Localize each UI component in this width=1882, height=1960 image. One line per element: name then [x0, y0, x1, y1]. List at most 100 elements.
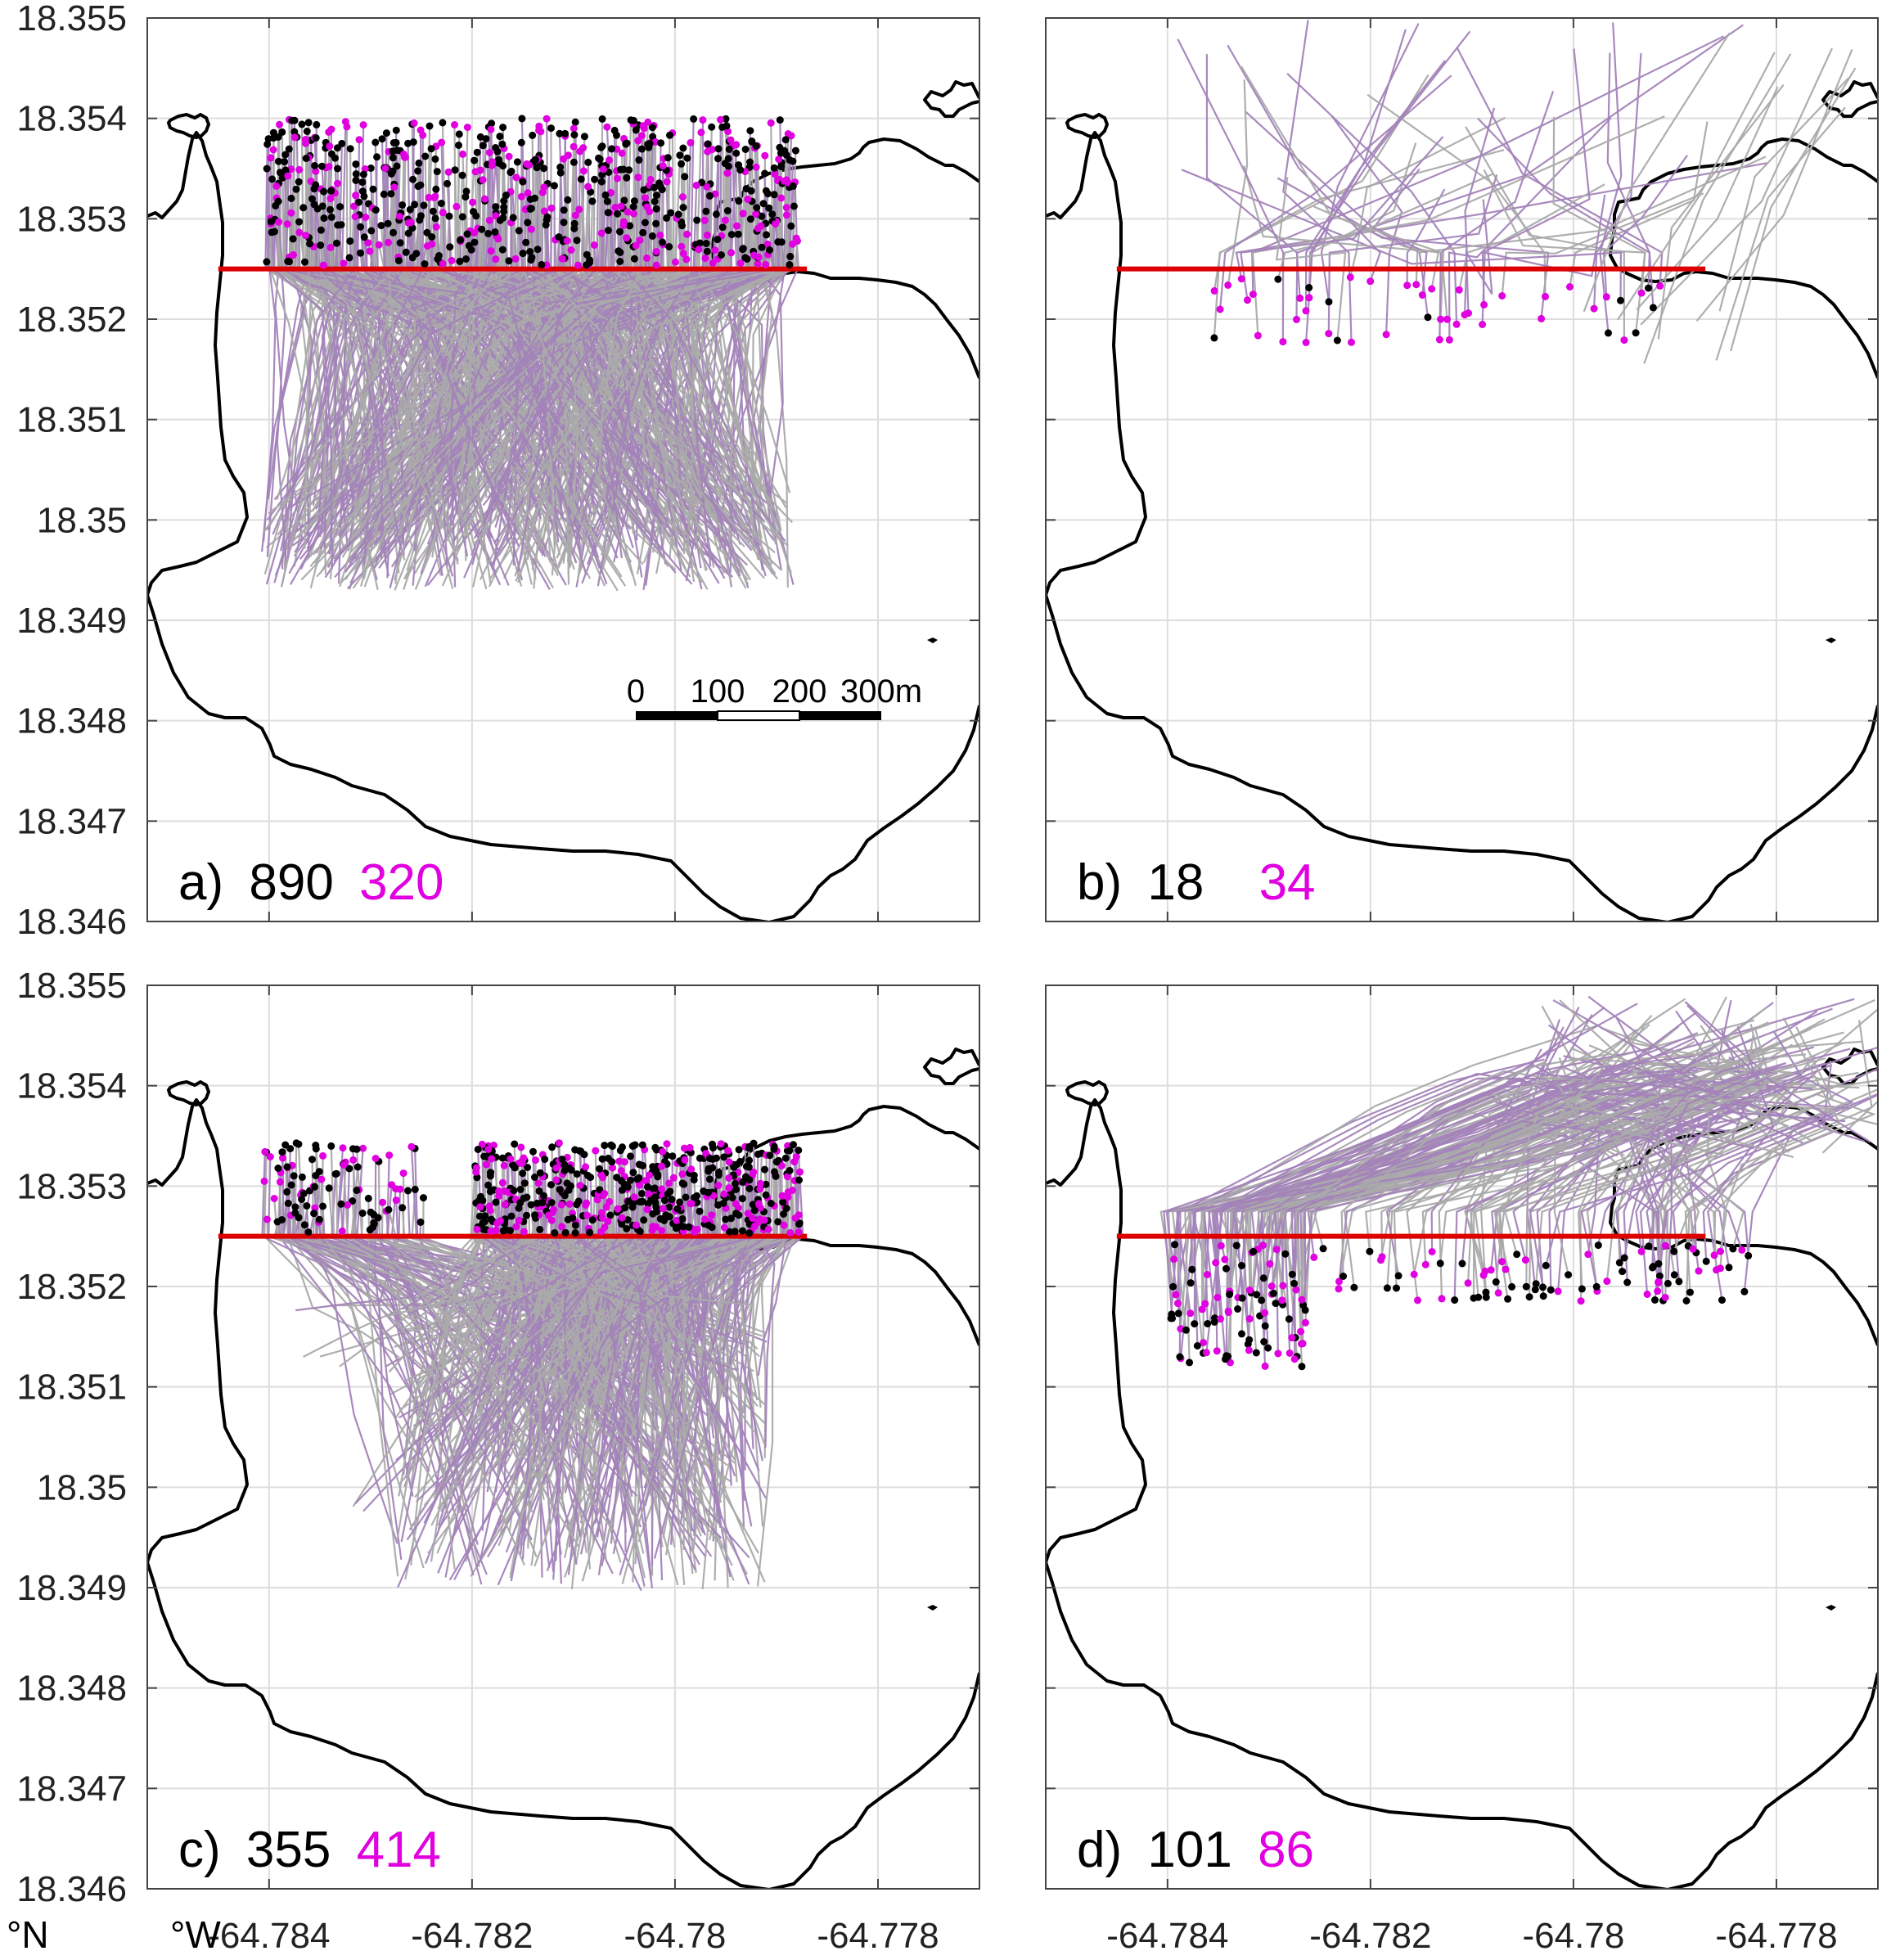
endpoint-dot [679, 1223, 687, 1231]
endpoint-dot [657, 139, 665, 147]
endpoint-dot [486, 1187, 494, 1196]
endpoint-dot [499, 124, 507, 132]
endpoint-dot [480, 1152, 489, 1160]
endpoint-dot [1210, 334, 1218, 342]
endpoint-dot [1498, 1258, 1506, 1266]
endpoint-dot [749, 1201, 757, 1209]
endpoint-dot [558, 1223, 566, 1231]
y-tick-label-5: 18.351 [16, 400, 127, 440]
endpoint-dot [565, 151, 572, 160]
endpoint-dot [498, 1178, 507, 1187]
endpoint-dot [1428, 1248, 1436, 1255]
endpoint-dot [276, 120, 283, 128]
endpoint-dot [283, 220, 291, 228]
endpoint-dot [379, 1198, 387, 1206]
endpoint-dot [624, 208, 632, 216]
endpoint-dot [525, 161, 534, 169]
endpoint-dot [301, 258, 308, 266]
endpoint-dot [407, 1142, 416, 1151]
endpoint-dot [1290, 1355, 1299, 1363]
endpoint-dot [1222, 1264, 1230, 1273]
panel-label: c) 355 414 [178, 1822, 441, 1878]
endpoint-dot [790, 1141, 797, 1149]
endpoint-dot [733, 222, 741, 230]
endpoint-dot [431, 192, 439, 201]
endpoint-dot [327, 187, 335, 195]
endpoint-dot [680, 1180, 688, 1188]
scale-label-0: 0 [627, 674, 645, 710]
endpoint-dot [476, 166, 484, 174]
endpoint-dot [632, 241, 640, 250]
endpoint-dot [481, 1212, 489, 1220]
endpoint-dot [1261, 1362, 1269, 1370]
endpoint-dot [350, 202, 358, 210]
trajectory [1718, 77, 1850, 312]
endpoint-dot [637, 132, 646, 140]
endpoint-dot [772, 220, 779, 228]
endpoint-dot [425, 122, 434, 130]
count-black: 101 [1147, 1822, 1231, 1878]
endpoint-dot [1498, 292, 1506, 300]
endpoint-dot [659, 238, 666, 246]
trajectory [318, 1219, 475, 1395]
endpoint-dot [789, 182, 797, 190]
endpoint-dot [1244, 296, 1251, 304]
endpoint-dot [1198, 1305, 1206, 1313]
endpoint-dot [593, 1196, 601, 1204]
endpoint-dot [599, 1174, 606, 1182]
endpoint-dot [1521, 1256, 1529, 1264]
endpoint-dot [1461, 311, 1469, 319]
endpoint-dot [761, 169, 769, 178]
endpoint-dot [678, 222, 686, 230]
coastline-segment-3 [923, 80, 979, 118]
endpoint-dot [308, 1156, 316, 1164]
endpoint-dot [384, 219, 392, 228]
endpoint-dot [1542, 292, 1549, 300]
trajectory [340, 1204, 738, 1372]
endpoint-dot [1670, 1247, 1678, 1255]
endpoint-dot [1418, 291, 1426, 299]
endpoint-dot [1480, 300, 1488, 309]
endpoint-dot [337, 1200, 345, 1208]
endpoint-dot [704, 140, 712, 148]
endpoint-dot [474, 1146, 482, 1153]
trajectory [341, 223, 581, 558]
endpoint-dot [613, 1174, 621, 1182]
trajectory [1602, 155, 1688, 297]
endpoint-dot [408, 224, 416, 232]
endpoint-dot [470, 238, 479, 246]
endpoint-dot [696, 1207, 704, 1215]
endpoint-dot [1188, 1265, 1196, 1273]
endpoint-dot [359, 1144, 367, 1152]
endpoint-dot [786, 1166, 794, 1174]
endpoint-dot [749, 1214, 757, 1223]
endpoint-dot [1366, 1247, 1374, 1255]
endpoint-dot [263, 140, 272, 148]
endpoint-dot [739, 1227, 746, 1235]
endpoint-dot [1645, 1242, 1653, 1250]
endpoint-dot [420, 1194, 427, 1202]
coastline-segment-1 [1046, 1561, 1878, 1889]
endpoint-dot [1502, 1265, 1510, 1273]
trajectory [492, 165, 537, 580]
endpoint-dot [1643, 1291, 1651, 1298]
endpoint-dot [536, 1169, 544, 1177]
endpoint-dot [788, 1187, 796, 1194]
endpoint-dot [588, 197, 597, 205]
endpoint-dot [1717, 1264, 1724, 1273]
endpoint-dot [408, 254, 416, 262]
endpoint-dot [780, 1210, 788, 1218]
endpoint-dot [746, 158, 754, 166]
trajectory [513, 1143, 588, 1553]
endpoint-dot [614, 1205, 622, 1213]
tick-marks [147, 17, 979, 922]
endpoint-dot [786, 1229, 795, 1237]
endpoint-dot [421, 260, 429, 268]
endpoint-dot [366, 247, 374, 255]
endpoint-dot [458, 213, 466, 221]
endpoint-dot [346, 237, 354, 246]
endpoint-dot [1710, 1251, 1718, 1259]
endpoint-dot [598, 1155, 606, 1163]
endpoint-dot [673, 1216, 681, 1224]
endpoint-dot [570, 142, 578, 151]
